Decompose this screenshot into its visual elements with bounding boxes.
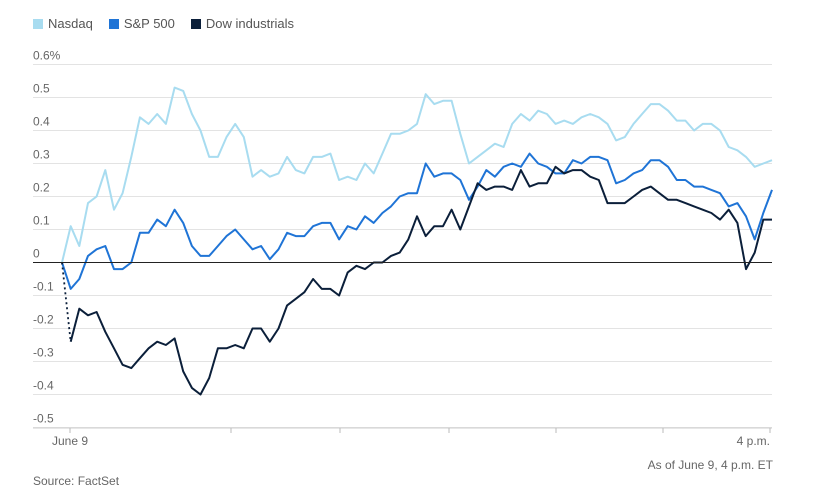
y-tick-label: -0.1: [33, 280, 54, 294]
legend-item-nasdaq: Nasdaq: [33, 16, 93, 31]
x-tick-label: June 9: [52, 434, 88, 448]
y-tick-label: 0.5: [33, 82, 50, 96]
y-tick-label: -0.3: [33, 346, 54, 360]
y-tick-label: 0: [33, 247, 40, 261]
y-tick-label: 0.1: [33, 214, 50, 228]
series-line-dow: [69, 165, 772, 396]
y-tick-label: -0.2: [33, 313, 54, 327]
y-tick-label: 0.3: [33, 148, 50, 162]
y-tick-label: 0.2: [33, 181, 50, 195]
legend-swatch-nasdaq: [33, 18, 43, 29]
legend-swatch-dow: [190, 18, 201, 29]
y-tick-label: 0.4: [33, 115, 50, 129]
series-line-sp500: [61, 152, 773, 290]
legend-label-dow: Dow industrials: [205, 16, 295, 31]
series-line-opening-dow: [61, 262, 72, 342]
as-of-note: As of June 9, 4 p.m. ET: [647, 458, 773, 472]
legend: Nasdaq S&P 500 Dow industrials: [33, 16, 294, 31]
legend-label-sp500: S&P 500: [123, 16, 175, 31]
legend-item-dow: Dow industrials: [190, 16, 295, 31]
legend-label-nasdaq: Nasdaq: [48, 16, 93, 31]
source-note: Source: FactSet: [33, 474, 120, 488]
legend-item-sp500: S&P 500: [108, 16, 175, 31]
legend-swatch-sp500: [108, 18, 119, 29]
y-tick-label: 0.6%: [33, 49, 61, 63]
y-tick-label: -0.4: [33, 379, 54, 393]
y-tick-label: -0.5: [33, 412, 54, 426]
x-tick-label: 4 p.m.: [737, 434, 770, 448]
series-line-nasdaq: [61, 86, 773, 263]
